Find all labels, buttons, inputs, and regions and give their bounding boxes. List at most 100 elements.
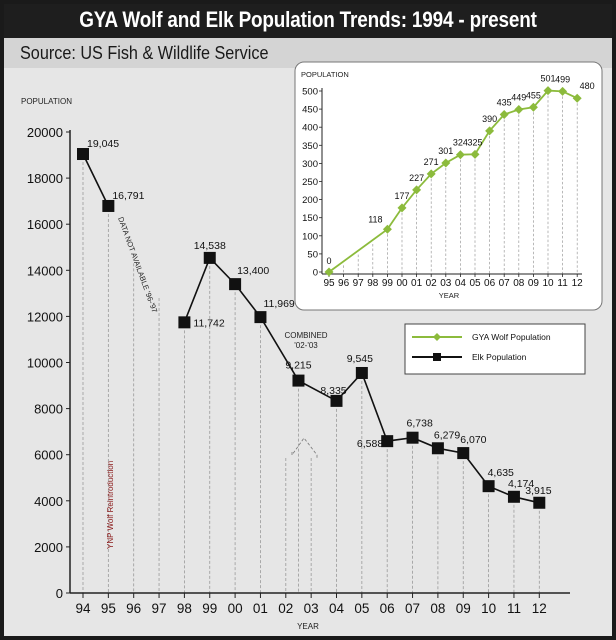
legend-elk-label: Elk Population (472, 352, 527, 362)
elk-x-axis-title: YEAR (297, 622, 319, 631)
wolf-data-point (572, 93, 582, 103)
combined-bracket (291, 437, 318, 458)
elk-data-point (533, 496, 546, 509)
wolf-y-tick-label: 100 (302, 231, 318, 242)
wolf-data-label: 499 (555, 74, 570, 84)
elk-gridlines (82, 162, 540, 593)
elk-data-label: 9,215 (285, 360, 311, 372)
elk-data-point (355, 366, 368, 379)
elk-y-tick-label: 4000 (34, 494, 63, 509)
elk-y-tick-label: 20000 (27, 125, 63, 140)
elk-data-label: 6,588 (357, 438, 383, 450)
wolf-data-point (528, 102, 538, 112)
elk-data-label: 6,070 (460, 434, 486, 446)
wolf-x-tick-label: 98 (367, 278, 379, 289)
wolf-data-label: 449 (511, 92, 526, 102)
wolf-x-tick-label: 03 (440, 278, 452, 289)
wolf-inset-chart: POPULATION YEAR 050100150200250300350400… (294, 61, 603, 311)
combined-annotation-line2: '02-'03 (294, 341, 318, 350)
elk-data-label: 6,738 (407, 418, 433, 430)
legend-wolf-label: GYA Wolf Population (472, 332, 551, 342)
wolf-x-tick-label: 04 (455, 278, 467, 289)
elk-y-tick-label: 12000 (27, 309, 63, 324)
wolf-x-tick-label: 12 (572, 278, 584, 289)
wolf-data-point (499, 110, 509, 120)
wolf-data-label: 325 (467, 137, 482, 147)
wolf-data-label: 0 (326, 256, 331, 266)
elk-x-tick-label: 98 (177, 601, 192, 616)
elk-data-point (178, 316, 191, 329)
elk-x-tick-label: 02 (278, 601, 293, 616)
wolf-data-label: 435 (497, 98, 512, 108)
elk-y-tick-label: 14000 (27, 263, 63, 278)
wolf-x-tick-label: 11 (557, 278, 568, 289)
wolf-data-point (441, 158, 451, 168)
wolf-data-point (324, 267, 334, 277)
elk-y-tick-label: 6000 (34, 448, 63, 463)
wolf-x-tick-label: 05 (469, 278, 481, 289)
elk-x-tick-label: 99 (202, 601, 217, 616)
elk-y-tick-label: 2000 (34, 540, 63, 555)
elk-chart: POPULATION YEAR 020004000600080001000012… (21, 97, 570, 631)
elk-data-label: 19,045 (87, 138, 119, 150)
wolf-y-tick-label: 250 (302, 177, 318, 188)
wolf-y-tick-label: 350 (302, 141, 318, 152)
wolf-x-tick-label: 06 (484, 278, 496, 289)
wolf-data-label: 301 (438, 146, 453, 156)
elk-data-label: 11,742 (193, 317, 224, 329)
elk-x-tick-label: 06 (380, 601, 395, 616)
wolf-y-tick-label: 400 (302, 123, 318, 134)
elk-data-point (406, 431, 419, 444)
elk-data-point (203, 251, 216, 264)
elk-y-tick-label: 16000 (27, 217, 63, 232)
wolf-y-tick-label: 50 (307, 249, 318, 260)
legend-elk-marker (433, 353, 441, 361)
elk-data-label: 6,279 (434, 429, 460, 441)
elk-data-point (292, 374, 305, 387)
wolf-x-tick-label: 00 (396, 278, 408, 289)
elk-data-point (381, 435, 394, 448)
elk-x-tick-label: 05 (354, 601, 369, 616)
wolf-data-point (382, 224, 392, 234)
elk-x-tick-label: 11 (507, 601, 521, 616)
wolf-y-tick-label: 150 (302, 213, 318, 224)
wolf-data-label: 177 (394, 191, 409, 201)
wolf-x-tick-label: 02 (426, 278, 438, 289)
wolf-y-tick-label: 500 (302, 87, 318, 98)
elk-x-tick-label: 94 (75, 601, 91, 616)
elk-x-tick-label: 95 (101, 601, 116, 616)
wolf-data-label: 118 (368, 214, 382, 224)
elk-data-point (254, 311, 267, 324)
elk-y-tick-label: 0 (56, 586, 63, 601)
elk-data-point (431, 442, 444, 455)
wolf-x-tick-label: 96 (338, 278, 350, 289)
wolf-data-point (558, 86, 568, 96)
elk-data-point (77, 148, 89, 161)
wolf-data-label: 271 (424, 157, 439, 167)
elk-data-label: 16,791 (112, 190, 144, 202)
combined-annotation-line1: COMBINED (284, 331, 327, 340)
elk-x-ticks: 94 95 96 97 98 99 00 01 02 03 04 05 06 07 08 09 10 11 12 (75, 593, 547, 616)
elk-x-tick-label: 00 (228, 601, 243, 616)
wolf-y-axis-title: POPULATION (301, 70, 349, 79)
page-title: GYA Wolf and Elk Population Trends: 1994… (79, 7, 537, 32)
data-gap-annotation: DATA NOT AVAILABLE '96-'97 (116, 216, 159, 314)
elk-data-label: 4,635 (488, 467, 514, 479)
wolf-data-point (470, 149, 480, 159)
wolf-data-label: 390 (482, 114, 497, 124)
wolf-data-label: 227 (409, 173, 424, 183)
wolf-y-tick-label: 450 (302, 105, 318, 116)
elk-data-label: 11,969 (263, 298, 294, 310)
wolf-data-point (543, 86, 553, 96)
elk-data-label: 14,538 (194, 240, 226, 252)
wolf-data-label: 324 (453, 138, 468, 148)
elk-data-labels: 19,045 16,791 11,742 14,538 13,400 11,969 9,21… (87, 138, 552, 497)
wolf-data-label: 501 (540, 74, 555, 84)
wolf-x-tick-label: 07 (499, 278, 511, 289)
elk-data-label: 8,335 (320, 385, 346, 397)
elk-markers (77, 148, 546, 509)
elk-data-label: 9,545 (347, 353, 373, 365)
elk-data-point (330, 394, 343, 407)
